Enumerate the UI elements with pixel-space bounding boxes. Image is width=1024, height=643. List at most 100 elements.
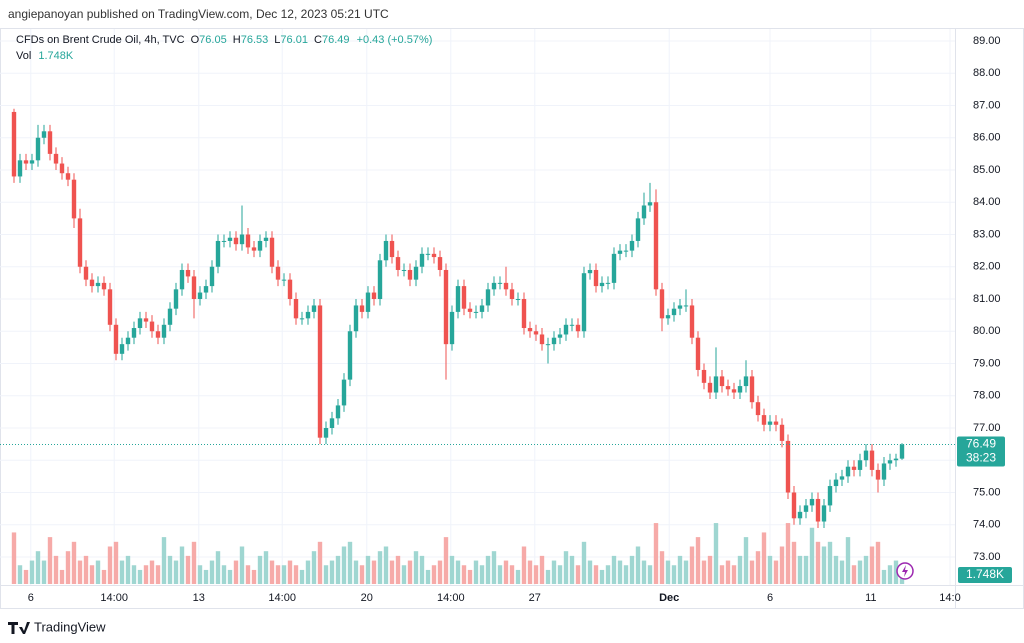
candle-body	[683, 305, 689, 307]
candle-body	[839, 476, 845, 480]
y-tick-label: 87.00	[973, 99, 1001, 111]
volume-bar	[749, 560, 755, 584]
candle-body	[341, 379, 347, 406]
volume-bar	[179, 546, 185, 584]
volume-bar	[359, 565, 365, 584]
candle-body	[719, 376, 725, 387]
volume-bar	[863, 555, 869, 584]
candle-body	[707, 382, 713, 393]
volume-bar	[395, 555, 401, 584]
volume-bar	[665, 560, 671, 584]
volume-bar	[533, 565, 539, 584]
y-tick-label: 80.00	[973, 325, 1001, 337]
volume-bar	[185, 555, 191, 584]
volume-bar	[281, 565, 287, 584]
candle-body	[581, 273, 587, 332]
candle-body	[557, 334, 563, 338]
volume-bar	[203, 569, 209, 584]
candle-body	[413, 266, 419, 280]
candle-body	[269, 237, 275, 267]
volume-bar	[197, 565, 203, 584]
volume-bar	[407, 560, 413, 584]
volume-bar	[551, 560, 557, 584]
volume-bar	[821, 546, 827, 584]
candle-body	[305, 311, 311, 319]
volume-bar	[455, 560, 461, 584]
candle-body	[377, 260, 383, 299]
symbol: CFDs on Brent Crude Oil, 4h, TVC	[16, 34, 185, 46]
legend-o: O	[191, 34, 200, 46]
volume-bar	[269, 560, 275, 584]
volume-bar	[137, 569, 143, 584]
volume-bars	[11, 523, 905, 584]
last-price-badge	[957, 436, 1005, 467]
volume-bar	[89, 565, 95, 584]
volume-bar	[767, 555, 773, 584]
candle-body	[785, 440, 791, 493]
candle-body	[425, 253, 431, 255]
volume-bar	[719, 565, 725, 584]
volume-bar	[437, 560, 443, 584]
volume-bar	[839, 560, 845, 584]
volume-bar	[761, 532, 767, 584]
candle-body	[809, 498, 815, 506]
volume-bar	[17, 565, 23, 584]
y-tick-label: 85.00	[973, 164, 1001, 176]
volume-bar	[695, 537, 701, 584]
volume-bar	[125, 555, 131, 584]
volume-bar	[461, 565, 467, 584]
volume-bar	[635, 546, 641, 584]
volume-bar	[71, 541, 77, 584]
candle-body	[233, 237, 239, 245]
candle-body	[323, 428, 329, 438]
volume-bar	[503, 560, 509, 584]
volume-bar	[353, 560, 359, 584]
candle-body	[155, 331, 161, 338]
volume-bar	[509, 565, 515, 584]
y-tick-label: 83.00	[973, 228, 1001, 240]
legend-h-value: 76.53	[241, 34, 269, 46]
candle-body	[281, 279, 287, 281]
volume-bar	[893, 560, 899, 584]
candle-body	[563, 324, 569, 335]
volume-bar	[287, 560, 293, 584]
volume-bar	[575, 565, 581, 584]
volume-bar	[485, 555, 491, 584]
volume-bar	[311, 551, 317, 584]
volume-bar	[275, 565, 281, 584]
volume-bar	[467, 569, 473, 584]
volume-bar	[173, 560, 179, 584]
candle-body	[71, 179, 77, 219]
volume-legend: Vol 1.748K	[16, 50, 74, 62]
x-tick-label: Dec	[659, 592, 679, 604]
candle-body	[59, 163, 65, 174]
candle-body	[833, 479, 839, 487]
publish-header: angiepanoyan published on TradingView.co…	[8, 7, 389, 21]
candle-body	[821, 505, 827, 522]
volume-bar	[545, 569, 551, 584]
volume-bar	[47, 537, 53, 584]
volume-bar	[449, 555, 455, 584]
candle-body	[407, 269, 413, 280]
volume-bar	[11, 532, 17, 584]
candle-body	[125, 337, 131, 345]
candle-body	[503, 282, 509, 290]
volume-bar	[659, 551, 665, 584]
legend-o-value: 76.05	[199, 34, 227, 46]
candle-body	[617, 250, 623, 254]
indicator-icon[interactable]	[896, 562, 914, 580]
volume-bar	[371, 560, 377, 584]
candle-body	[509, 289, 515, 299]
candle-body	[395, 257, 401, 270]
volume-bar	[671, 565, 677, 584]
axes: 73.0074.0075.0076.0077.0078.0079.0080.00…	[0, 35, 1012, 604]
candle-body	[473, 311, 479, 313]
candle-body	[653, 202, 659, 290]
volume-bar	[245, 565, 251, 584]
y-tick-label: 75.00	[973, 486, 1001, 498]
candle-body	[539, 334, 545, 345]
volume-bar	[383, 546, 389, 584]
candle-body	[767, 421, 773, 425]
candle-body	[203, 286, 209, 293]
volume-bar	[425, 569, 431, 584]
